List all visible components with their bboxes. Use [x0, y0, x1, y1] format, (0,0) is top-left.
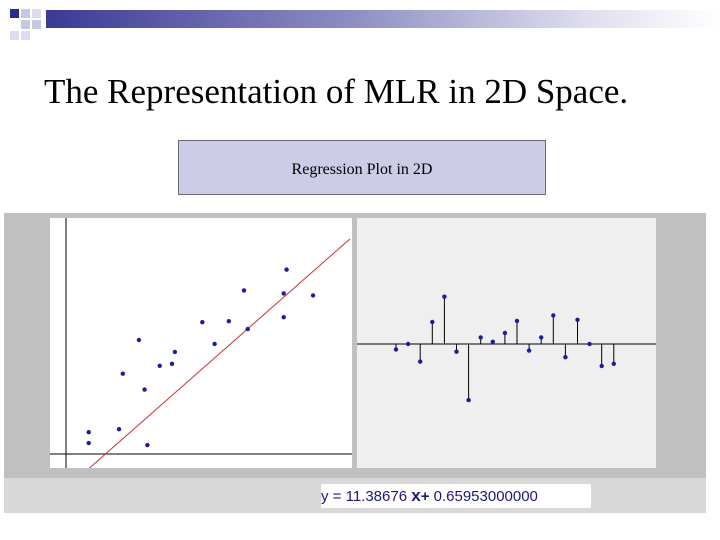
residual-point [454, 349, 459, 354]
equation-prefix: y = 11.38676 [321, 488, 408, 505]
data-point [284, 267, 289, 272]
residual-point [393, 347, 399, 352]
regression-scatter-plot [50, 218, 352, 468]
regression-line [88, 238, 351, 468]
data-point [116, 427, 122, 432]
data-point [169, 361, 175, 366]
header-square-light [21, 20, 30, 29]
residual-point [405, 341, 411, 347]
data-point [142, 387, 147, 392]
residual-point [563, 355, 568, 360]
data-point [172, 349, 178, 355]
data-point [281, 291, 286, 296]
data-point [200, 319, 205, 325]
plot-title-box: Regression Plot in 2D [178, 140, 546, 195]
residual-point [502, 330, 508, 336]
data-point [157, 363, 162, 368]
data-point [86, 429, 91, 435]
equation-variable: x [411, 486, 421, 505]
plot-title: Regression Plot in 2D [291, 161, 433, 178]
data-point [212, 341, 217, 347]
equation-operator: + [420, 488, 430, 505]
residual-point [539, 335, 544, 340]
regression-equation: y = 11.38676 x+ 0.65953000000 [321, 484, 591, 508]
header-square-dark [10, 9, 19, 18]
residual-point [478, 335, 483, 340]
residual-point [490, 339, 495, 344]
equation-suffix: 0.65953000000 [433, 488, 538, 505]
residual-point [551, 313, 556, 318]
residual-point [611, 361, 616, 366]
residual-point [599, 363, 604, 369]
data-point [120, 371, 126, 376]
data-point [226, 318, 232, 324]
data-point [245, 326, 250, 332]
slide-title: The Representation of MLR in 2D Space. [44, 72, 629, 111]
residual-point [514, 318, 520, 324]
residual-point [526, 348, 532, 353]
slide-header-decoration [10, 9, 720, 40]
header-square-light [10, 31, 19, 40]
data-point [241, 288, 247, 293]
data-point [136, 337, 142, 343]
data-point [281, 315, 286, 320]
residual-point [418, 359, 423, 364]
residual-point [575, 317, 580, 322]
header-square-light [32, 9, 41, 18]
header-square-light [21, 9, 30, 18]
header-square-light [21, 31, 30, 40]
residual-point [466, 397, 471, 403]
data-point [86, 440, 91, 446]
residual-plot [357, 218, 656, 468]
residual-point [587, 341, 592, 347]
residual-point [430, 319, 435, 325]
header-square-light [32, 20, 41, 29]
data-point [145, 442, 150, 448]
data-point [310, 293, 316, 298]
residual-point [442, 294, 447, 299]
